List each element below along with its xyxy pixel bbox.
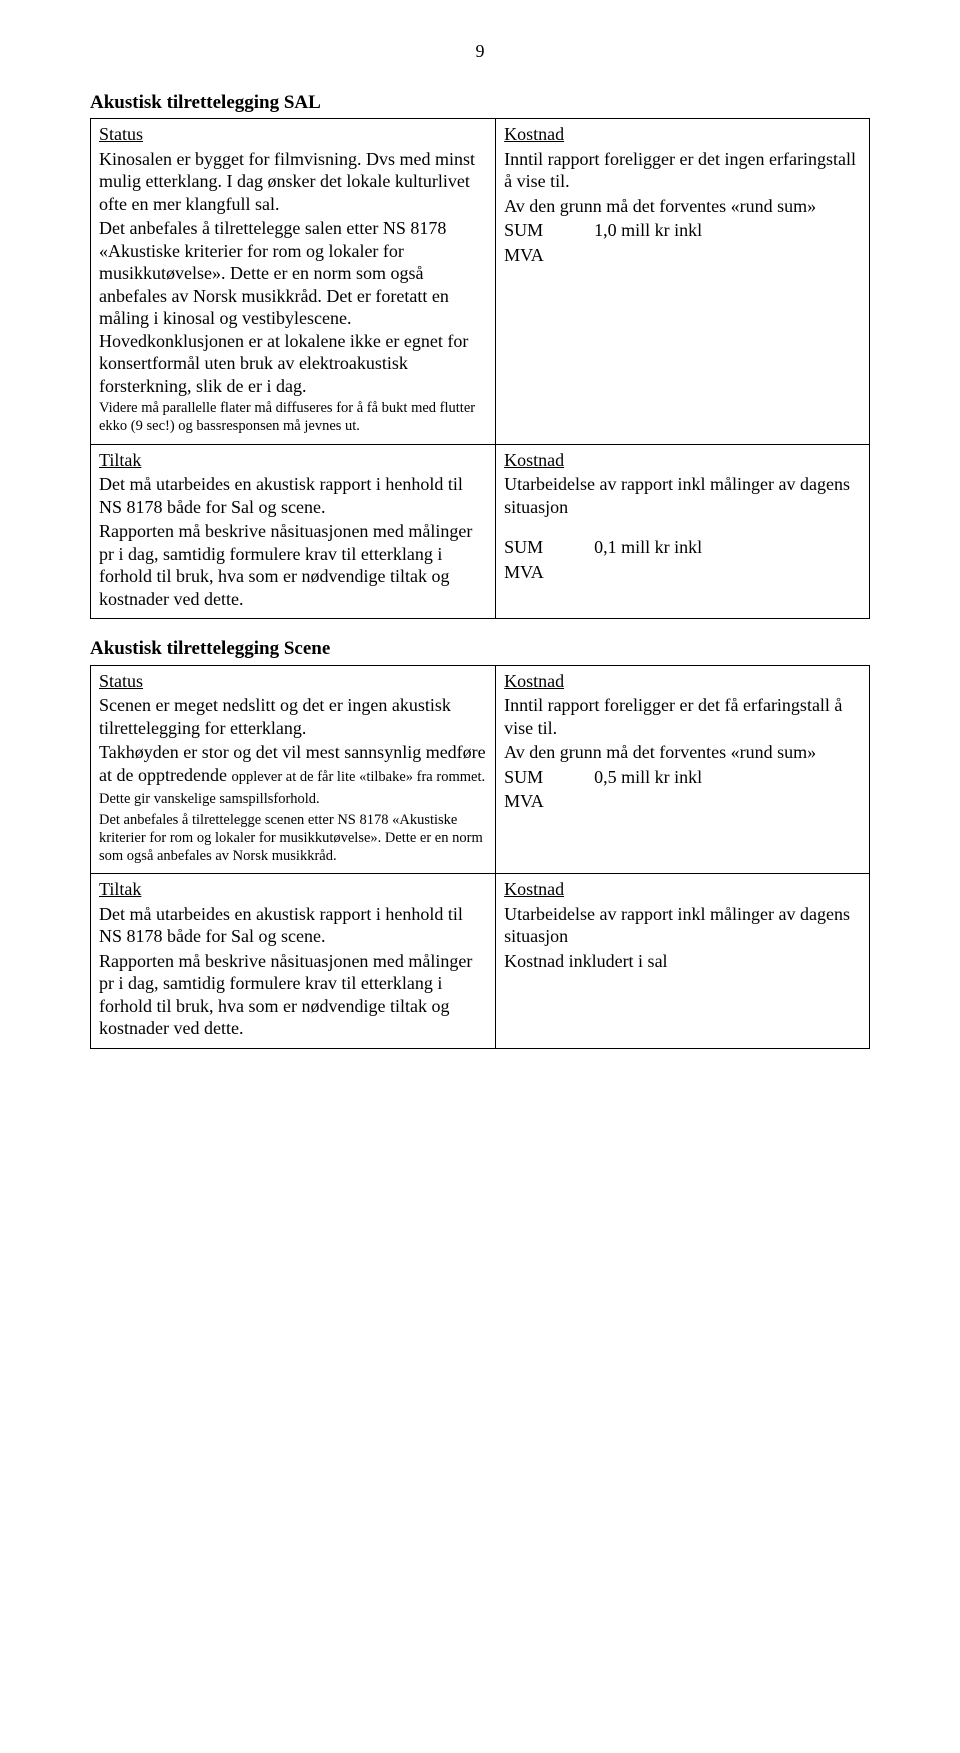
body-text: Det må utarbeides en akustisk rapport i … (99, 473, 487, 518)
section1-row2-left: Tiltak Det må utarbeides en akustisk rap… (91, 444, 496, 619)
sum-label: SUM (504, 219, 594, 242)
body-text: Inntil rapport foreligger er det ingen e… (504, 148, 861, 193)
section2-row1-left: Status Scenen er meget nedslitt og det e… (91, 665, 496, 873)
status-label: Status (99, 124, 143, 144)
sum-value: 1,0 mill kr inkl (594, 219, 861, 242)
section2-row2-right: Kostnad Utarbeidelse av rapport inkl mål… (496, 874, 870, 1049)
body-text: Det må utarbeides en akustisk rapport i … (99, 903, 487, 948)
sum-line: SUM 0,1 mill kr inkl (504, 536, 861, 559)
status-label: Status (99, 671, 143, 691)
body-text: Av den grunn må det forventes «rund sum» (504, 741, 861, 764)
section2-table: Status Scenen er meget nedslitt og det e… (90, 665, 870, 1049)
section2-heading: Akustisk tilrettelegging Scene (90, 637, 870, 661)
body-text: Scenen er meget nedslitt og det er ingen… (99, 694, 487, 739)
body-text: Inntil rapport foreligger er det få erfa… (504, 694, 861, 739)
section1-table: Status Kinosalen er bygget for filmvisni… (90, 118, 870, 619)
spacer (504, 520, 861, 534)
section1-row2-right: Kostnad Utarbeidelse av rapport inkl mål… (496, 444, 870, 619)
sum-label: SUM (504, 766, 594, 789)
section1-row1-right: Kostnad Inntil rapport foreligger er det… (496, 119, 870, 444)
kostnad-label: Kostnad (504, 671, 564, 691)
kostnad-label: Kostnad (504, 124, 564, 144)
mva-label: MVA (504, 244, 861, 267)
table-row: Tiltak Det må utarbeides en akustisk rap… (91, 444, 870, 619)
section1-row1-left: Status Kinosalen er bygget for filmvisni… (91, 119, 496, 444)
table-row: Status Kinosalen er bygget for filmvisni… (91, 119, 870, 444)
body-text-small: Det anbefales å tilrettelegge scenen ett… (99, 811, 487, 865)
kostnad-label: Kostnad (504, 879, 564, 899)
body-text: Av den grunn må det forventes «rund sum» (504, 195, 861, 218)
sum-line: SUM 1,0 mill kr inkl (504, 219, 861, 242)
sum-label: SUM (504, 536, 594, 559)
page: 9 Akustisk tilrettelegging SAL Status Ki… (0, 0, 960, 1127)
section2-row1-right: Kostnad Inntil rapport foreligger er det… (496, 665, 870, 873)
body-text: Kinosalen er bygget for filmvisning. Dvs… (99, 148, 487, 216)
sum-value: 0,5 mill kr inkl (594, 766, 861, 789)
sum-line: SUM 0,5 mill kr inkl (504, 766, 861, 789)
kostnad-label: Kostnad (504, 450, 564, 470)
body-text: Rapporten må beskrive nåsituasjonen med … (99, 520, 487, 610)
tiltak-label: Tiltak (99, 879, 141, 899)
body-text: Rapporten må beskrive nåsituasjonen med … (99, 950, 487, 1040)
mva-label: MVA (504, 790, 861, 813)
body-text: Takhøyden er stor og det vil mest sannsy… (99, 741, 487, 809)
mva-label: MVA (504, 561, 861, 584)
table-row: Tiltak Det må utarbeides en akustisk rap… (91, 874, 870, 1049)
body-text: Utarbeidelse av rapport inkl målinger av… (504, 903, 861, 948)
table-row: Status Scenen er meget nedslitt og det e… (91, 665, 870, 873)
sum-value: 0,1 mill kr inkl (594, 536, 861, 559)
body-text: Kostnad inkludert i sal (504, 950, 861, 973)
tiltak-label: Tiltak (99, 450, 141, 470)
section2-row2-left: Tiltak Det må utarbeides en akustisk rap… (91, 874, 496, 1049)
page-number: 9 (90, 40, 870, 63)
body-text: Utarbeidelse av rapport inkl målinger av… (504, 473, 861, 518)
body-text-small: Videre må parallelle flater må diffusere… (99, 399, 487, 435)
body-text: Det anbefales å tilrettelegge salen ette… (99, 217, 487, 397)
section1-heading: Akustisk tilrettelegging SAL (90, 91, 870, 115)
